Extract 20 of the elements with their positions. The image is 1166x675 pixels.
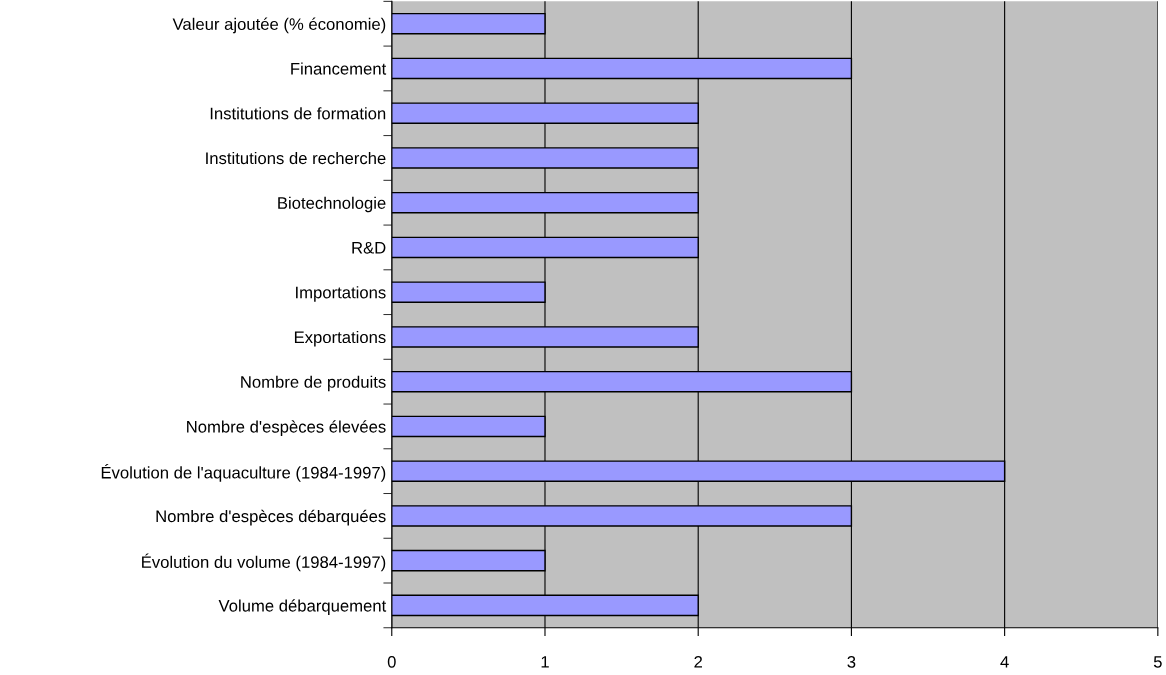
x-tick-label: 2	[694, 655, 702, 668]
y-tick-label: Nombre d'espèces débarquées	[156, 509, 386, 526]
y-tick-label: Nombre de produits	[241, 375, 386, 392]
y-tick-label: Financement	[291, 62, 387, 75]
y-tick-label: Exportations	[294, 330, 386, 347]
y-tick-label: Biotechnologie	[278, 196, 386, 213]
y-tick-label: R&D	[352, 241, 386, 254]
x-tick-label: 0	[387, 655, 396, 668]
y-tick-label: Importations	[296, 286, 386, 302]
y-tick-label: Volume débarquement	[218, 599, 387, 615]
y-tick-label: Nombre d'espèces élevées	[187, 420, 386, 436]
x-tick-label: 1	[541, 656, 549, 668]
x-tick-label: 5	[1153, 656, 1162, 668]
y-tick-label: Institutions de formation	[210, 107, 386, 120]
y-tick-label: Institutions de recherche	[206, 151, 386, 165]
y-tick-label: Valeur ajoutée (% économie)	[172, 17, 386, 34]
x-tick-label: 4	[1000, 656, 1009, 668]
y-tick-label: Évolution du volume (1984-1997)	[142, 553, 386, 572]
y-tick-label: Évolution de l'aquaculture (1984-1997)	[101, 463, 386, 482]
x-tick-label: 3	[847, 655, 856, 668]
